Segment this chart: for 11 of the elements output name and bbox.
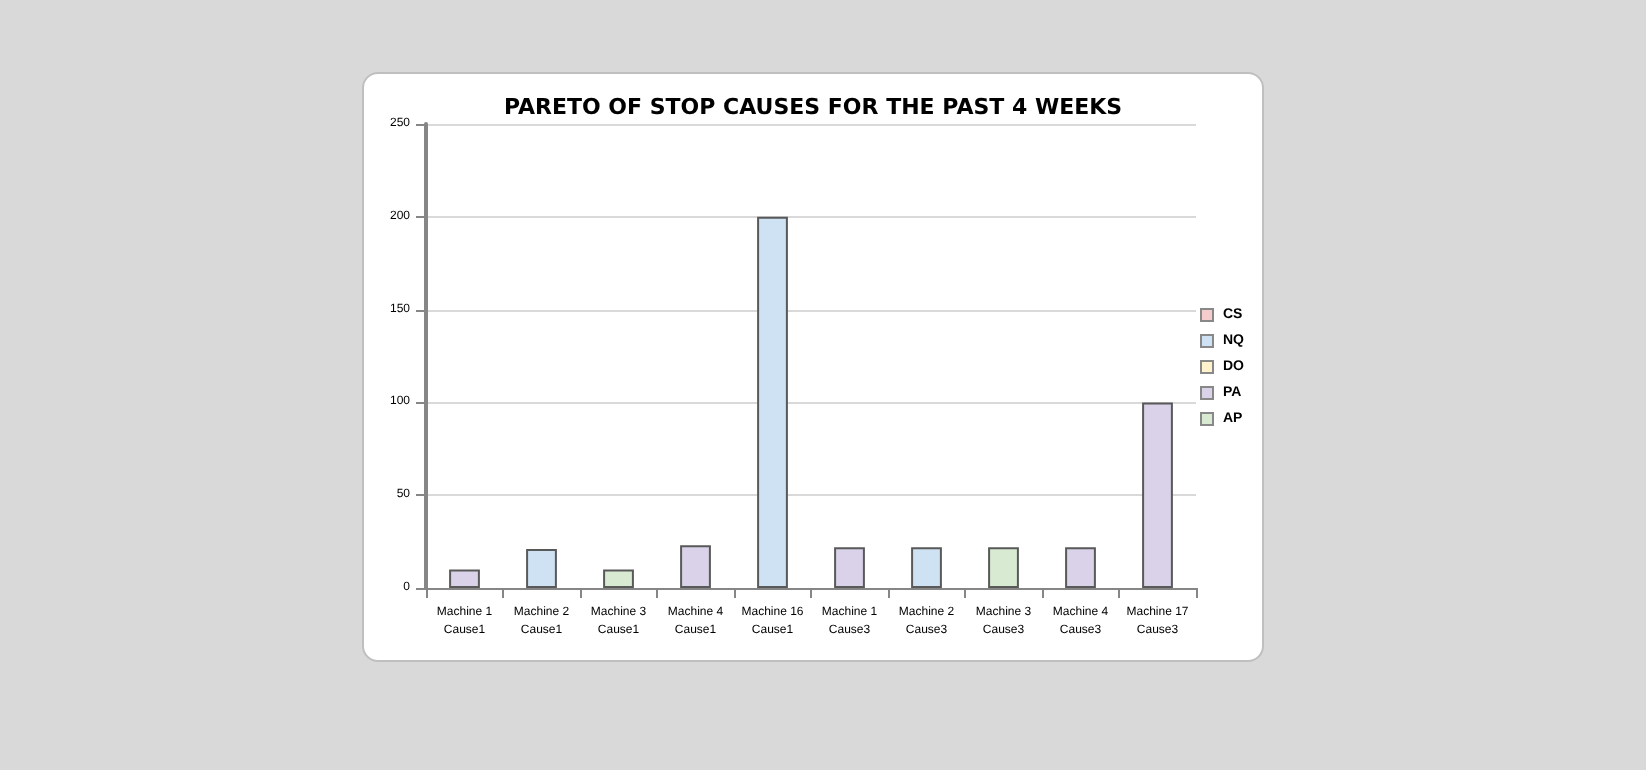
chart-title: PARETO OF STOP CAUSES FOR THE PAST 4 WEEKS: [503, 94, 1123, 120]
bar: [449, 569, 480, 588]
bar: [1142, 402, 1173, 588]
bar: [680, 545, 711, 588]
bar: [1065, 547, 1096, 588]
bar: [603, 569, 634, 588]
bar: [526, 549, 557, 588]
bar: [911, 547, 942, 588]
bar: [757, 216, 788, 588]
bar: [834, 547, 865, 588]
bar: [988, 547, 1019, 588]
